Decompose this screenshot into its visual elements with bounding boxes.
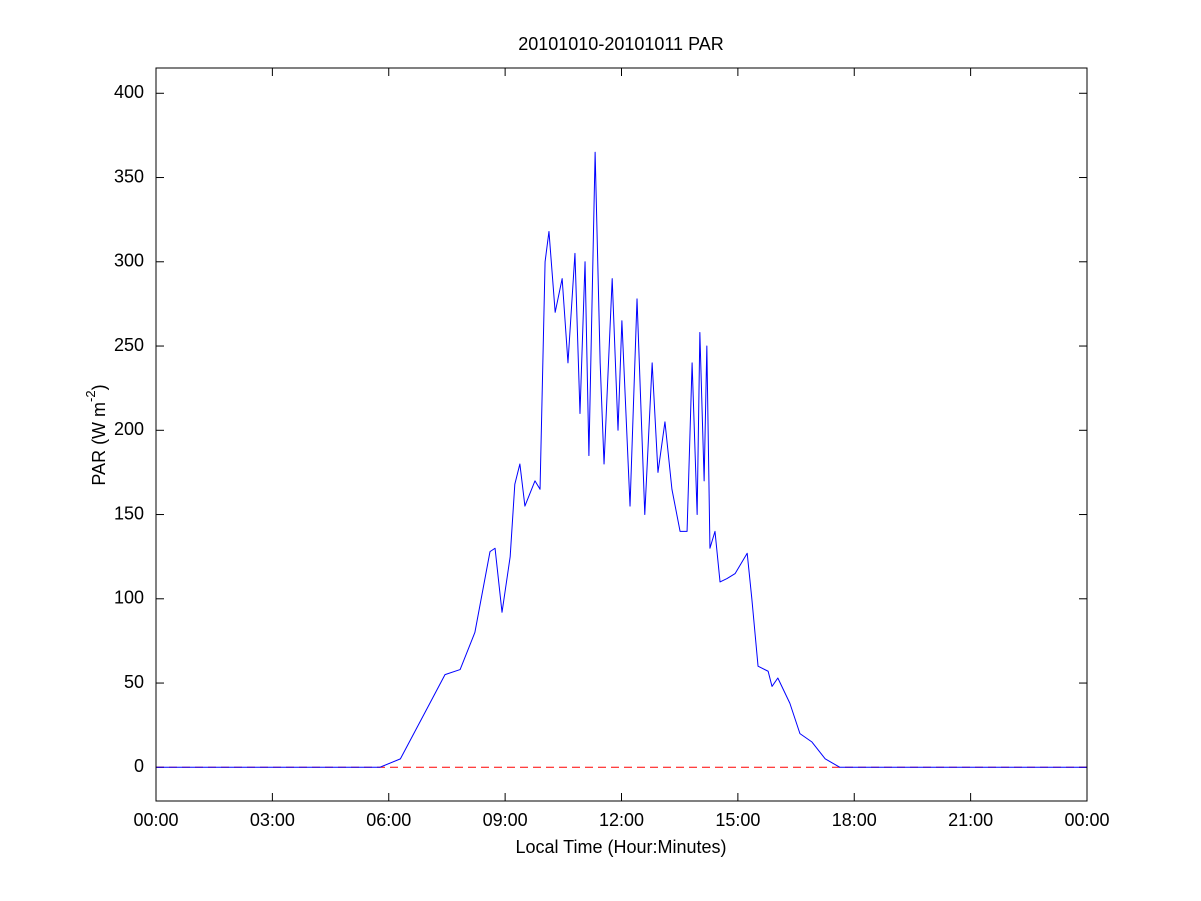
y-label-suffix: ) (89, 384, 109, 390)
y-tick-label: 300 (114, 251, 144, 271)
y-tick-label: 150 (114, 503, 144, 523)
x-tick-label: 03:00 (250, 810, 295, 830)
x-tick-label: 21:00 (948, 810, 993, 830)
y-axis-label: PAR (W m-2) (83, 384, 108, 485)
x-tick-label: 00:00 (133, 810, 178, 830)
y-tick-label: 350 (114, 166, 144, 186)
x-tick-label: 09:00 (483, 810, 528, 830)
data-line (156, 151, 1087, 768)
x-tick-label: 06:00 (366, 810, 411, 830)
x-tick-label: 00:00 (1064, 810, 1109, 830)
y-tick-label: 0 (134, 756, 144, 776)
y-tick-label: 400 (114, 82, 144, 102)
plot-frame (155, 67, 1088, 802)
y-tick-label: 250 (114, 335, 144, 355)
chart-title: 20101010-20101011 PAR (518, 34, 724, 54)
y-tick-label: 200 (114, 419, 144, 439)
x-tick-label: 12:00 (599, 810, 644, 830)
y-label-text: PAR (W m (89, 402, 109, 486)
x-tick-label: 18:00 (832, 810, 877, 830)
x-tick-label: 15:00 (715, 810, 760, 830)
y-tick-label: 100 (114, 588, 144, 608)
y-tick-label: 50 (124, 672, 144, 692)
y-label-superscript: -2 (83, 390, 98, 402)
x-axis-label: Local Time (Hour:Minutes) (515, 837, 726, 857)
